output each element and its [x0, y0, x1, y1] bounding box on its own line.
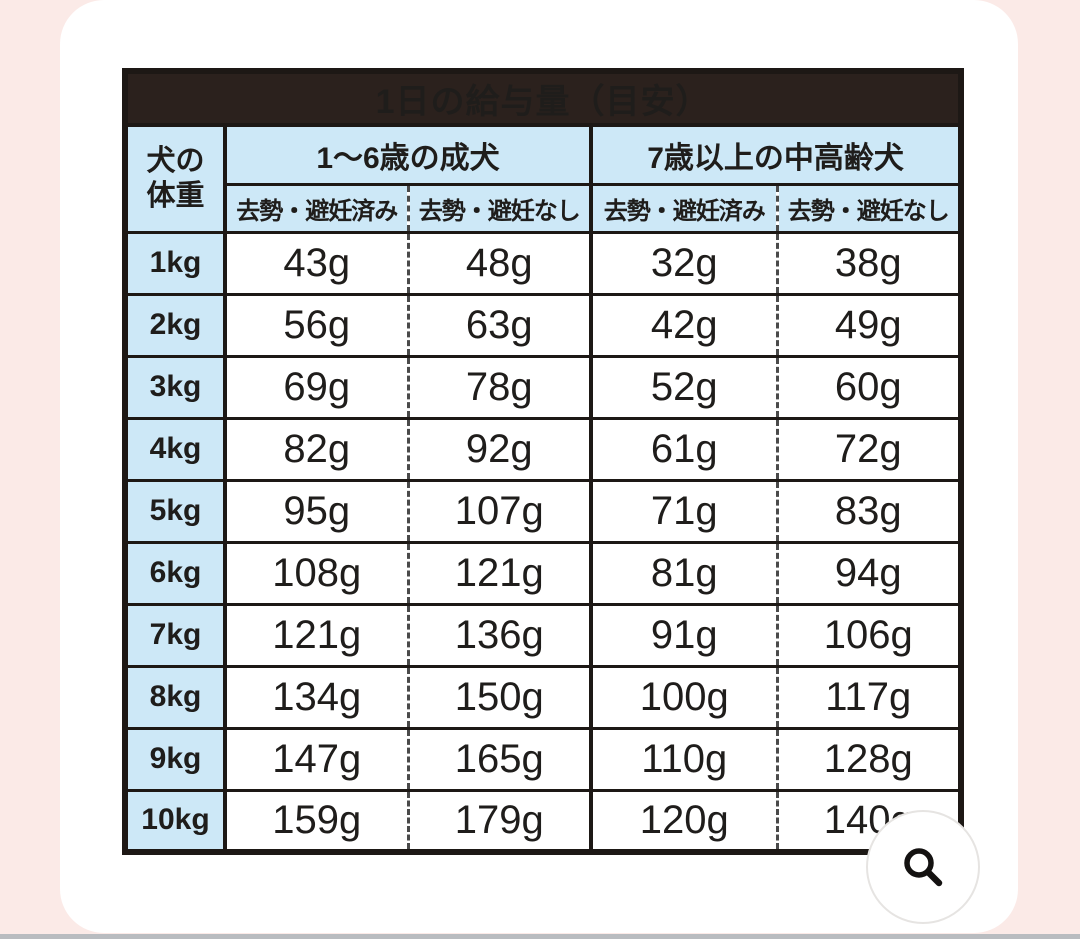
- table-title-row: 1日の給与量（目安）: [125, 71, 962, 125]
- row-weight: 6kg: [125, 540, 225, 604]
- cell-value: 147g: [223, 726, 408, 790]
- row-weight: 4kg: [125, 416, 225, 480]
- cell-value: 69g: [223, 354, 408, 418]
- feeding-table: 1日の給与量（目安） 犬の体重 1～6歳の成犬 7歳以上の中高齢犬 去勢・避妊済…: [122, 68, 965, 855]
- cell-value: 71g: [589, 478, 777, 542]
- magnifier-icon: [899, 843, 947, 891]
- cell-value: 92g: [406, 416, 591, 480]
- cell-value: 83g: [775, 478, 962, 542]
- cell-value: 95g: [223, 478, 408, 542]
- cell-value: 108g: [223, 540, 408, 604]
- subheader-adult-neutered: 去勢・避妊済み: [223, 182, 408, 232]
- cell-value: 42g: [589, 292, 777, 356]
- zoom-button[interactable]: [866, 810, 980, 924]
- row-weight: 2kg: [125, 292, 225, 356]
- table-row: 10kg 159g 179g 120g 140g: [125, 788, 962, 852]
- cell-value: 78g: [406, 354, 591, 418]
- product-image-card: 1日の給与量（目安） 犬の体重 1～6歳の成犬 7歳以上の中高齢犬 去勢・避妊済…: [60, 0, 1018, 933]
- subheader-senior-neutered: 去勢・避妊済み: [589, 182, 777, 232]
- table-row: 7kg 121g 136g 91g 106g: [125, 602, 962, 666]
- subheader-adult-intact: 去勢・避妊なし: [406, 182, 591, 232]
- table-row: 5kg 95g 107g 71g 83g: [125, 478, 962, 542]
- cell-value: 106g: [775, 602, 962, 666]
- cell-value: 150g: [406, 664, 591, 728]
- cell-value: 107g: [406, 478, 591, 542]
- group-header-senior: 7歳以上の中高齢犬: [588, 123, 962, 184]
- row-weight: 8kg: [125, 664, 225, 728]
- table-group-header-row: 犬の体重 1～6歳の成犬 7歳以上の中高齢犬: [125, 123, 962, 232]
- cell-value: 81g: [589, 540, 777, 604]
- table-row: 9kg 147g 165g 110g 128g: [125, 726, 962, 790]
- subheader-senior-intact: 去勢・避妊なし: [775, 182, 962, 232]
- cell-value: 117g: [775, 664, 962, 728]
- cell-value: 159g: [223, 788, 408, 852]
- cell-value: 165g: [406, 726, 591, 790]
- cell-value: 63g: [406, 292, 591, 356]
- cell-value: 128g: [775, 726, 962, 790]
- row-weight: 9kg: [125, 726, 225, 790]
- row-weight: 10kg: [125, 788, 225, 852]
- bottom-divider: [0, 934, 1080, 939]
- cell-value: 72g: [775, 416, 962, 480]
- table-row: 4kg 82g 92g 61g 72g: [125, 416, 962, 480]
- cell-value: 136g: [406, 602, 591, 666]
- row-weight: 7kg: [125, 602, 225, 666]
- cell-value: 49g: [775, 292, 962, 356]
- table-row: 2kg 56g 63g 42g 49g: [125, 292, 962, 356]
- cell-value: 82g: [223, 416, 408, 480]
- cell-value: 56g: [223, 292, 408, 356]
- table-title: 1日の給与量（目安）: [125, 71, 962, 125]
- cell-value: 121g: [406, 540, 591, 604]
- cell-value: 60g: [775, 354, 962, 418]
- cell-value: 61g: [589, 416, 777, 480]
- table-row: 6kg 108g 121g 81g 94g: [125, 540, 962, 604]
- cell-value: 43g: [223, 230, 408, 294]
- row-weight: 1kg: [125, 230, 225, 294]
- cell-value: 121g: [223, 602, 408, 666]
- cell-value: 38g: [775, 230, 962, 294]
- table-row: 1kg 43g 48g 32g 38g: [125, 230, 962, 294]
- table-row: 3kg 69g 78g 52g 60g: [125, 354, 962, 418]
- cell-value: 94g: [775, 540, 962, 604]
- cell-value: 91g: [589, 602, 777, 666]
- table-subheader-row: 去勢・避妊済み 去勢・避妊なし 去勢・避妊済み 去勢・避妊なし: [125, 182, 962, 232]
- cell-value: 179g: [406, 788, 591, 852]
- cell-value: 52g: [589, 354, 777, 418]
- cell-value: 32g: [589, 230, 777, 294]
- cell-value: 48g: [406, 230, 591, 294]
- table-row: 8kg 134g 150g 100g 117g: [125, 664, 962, 728]
- cell-value: 134g: [223, 664, 408, 728]
- weight-column-header: 犬の体重: [125, 123, 225, 232]
- cell-value: 120g: [589, 788, 777, 852]
- cell-value: 100g: [589, 664, 777, 728]
- cell-value: 110g: [589, 726, 777, 790]
- feeding-table-wrap: 1日の給与量（目安） 犬の体重 1～6歳の成犬 7歳以上の中高齢犬 去勢・避妊済…: [122, 68, 965, 855]
- row-weight: 5kg: [125, 478, 225, 542]
- row-weight: 3kg: [125, 354, 225, 418]
- group-header-adult: 1～6歳の成犬: [223, 123, 591, 184]
